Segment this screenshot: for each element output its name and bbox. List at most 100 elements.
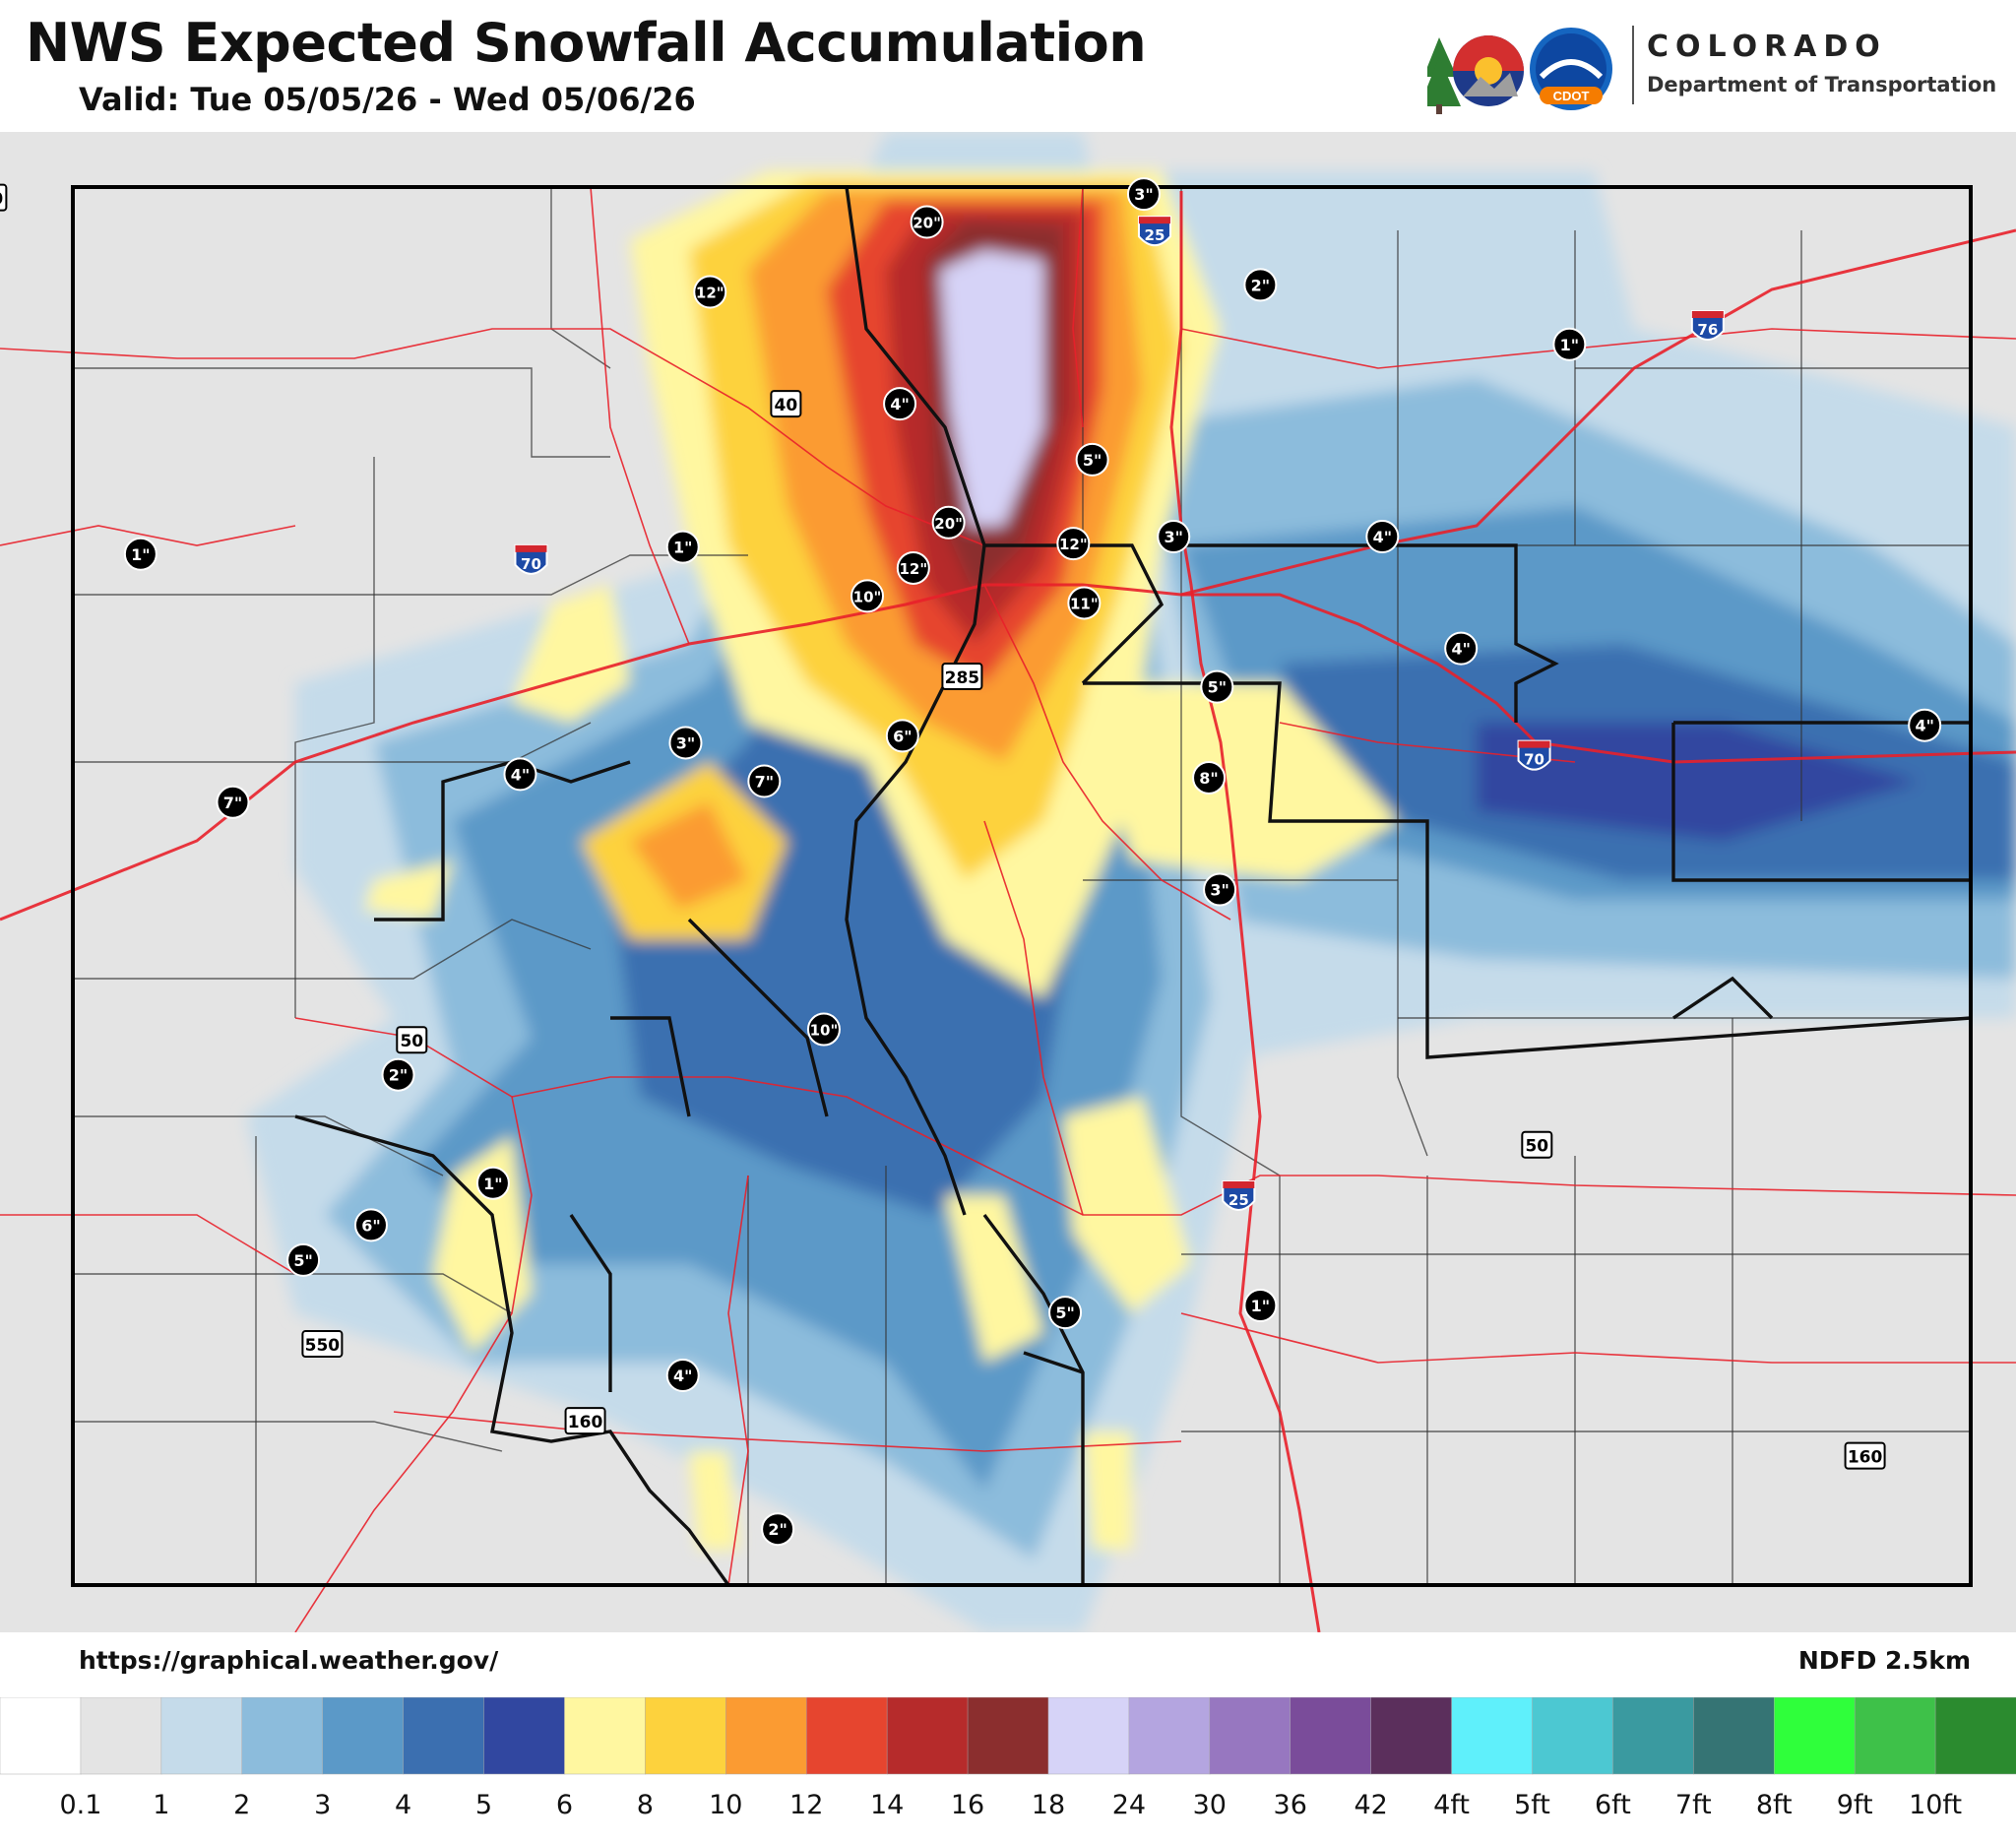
snow-amount-text: 4" [511, 765, 530, 784]
snow-field-19 [364, 860, 453, 920]
highway-shields: 40 25 76 40 70 285 70 50 25 50 550 160 160 [0, 183, 1886, 1470]
us-route-shield: 50 [1521, 1130, 1553, 1159]
legend-label: 8ft [1756, 1790, 1793, 1820]
cdot-badge-text: CDOT [1553, 89, 1590, 103]
legend-swatch [645, 1697, 727, 1775]
snow-amount-marker[interactable]: 1" [1243, 1289, 1278, 1322]
snow-amount-marker[interactable]: 6" [885, 719, 919, 753]
snow-amount-marker[interactable]: 7" [747, 764, 782, 798]
snow-amount-marker[interactable]: 20" [931, 505, 966, 540]
interstate-shield: 76 [1690, 310, 1725, 341]
legend-swatch [805, 1697, 888, 1775]
zone-line-9 [610, 1016, 691, 1117]
zone-line-12 [982, 1213, 1085, 1585]
snow-amount-marker[interactable]: 5" [1075, 442, 1109, 477]
legend-swatch [1290, 1697, 1372, 1775]
legend-label: 6ft [1595, 1790, 1631, 1820]
us-route-shield: 50 [396, 1026, 428, 1054]
snow-field-24 [689, 1451, 738, 1550]
legend-swatch [1451, 1697, 1534, 1775]
snow-amount-marker[interactable]: 1" [665, 530, 700, 564]
interstate-shield: 70 [514, 543, 548, 575]
snow-amount-text: 4" [1373, 528, 1392, 546]
shield-number: 160 [568, 1413, 603, 1432]
snow-amount-marker[interactable]: 4" [883, 387, 917, 421]
snow-amount-marker[interactable]: 6" [353, 1208, 388, 1242]
snow-amount-marker[interactable]: 4" [1908, 708, 1942, 742]
snow-amount-marker[interactable]: 8" [1192, 760, 1227, 795]
snow-amount-text: 5" [1083, 451, 1102, 470]
snow-amount-marker[interactable]: 11" [1067, 586, 1102, 620]
legend-swatch [725, 1697, 807, 1775]
snow-amount-marker[interactable]: 3" [1126, 177, 1161, 212]
shield-number: 50 [400, 1032, 423, 1051]
zone-line-3 [1162, 543, 1559, 723]
shield-number: 76 [1697, 321, 1718, 339]
snow-amount-marker[interactable]: 4" [503, 757, 537, 792]
snow-amount-marker[interactable]: 12" [693, 275, 727, 309]
snow-amount-marker[interactable]: 20" [910, 205, 944, 239]
state-border [71, 185, 1973, 1587]
snow-amount-marker[interactable]: 12" [1056, 527, 1091, 561]
us-route-shield: 160 [1844, 1441, 1886, 1470]
logo-separator [1632, 26, 1634, 104]
us-route-shield: 40 [0, 183, 8, 212]
road-13 [727, 1175, 749, 1586]
snow-field-22 [945, 1195, 1043, 1363]
snow-amount-marker[interactable]: 3" [1157, 520, 1191, 553]
legend-swatch [80, 1697, 162, 1775]
us-route-shield: 160 [564, 1407, 606, 1435]
legend-swatch [1854, 1697, 1936, 1775]
snow-amount-text: 12" [696, 285, 724, 302]
road-0 [0, 583, 2016, 922]
county-line-20 [1397, 230, 1428, 1157]
snow-amount-text: 11" [1070, 595, 1099, 612]
snow-amount-marker[interactable]: 1" [123, 537, 158, 571]
snow-amount-text: 7" [755, 773, 774, 792]
legend-label: 36 [1274, 1790, 1307, 1820]
snow-amount-text: 2" [389, 1066, 408, 1085]
legend-swatch [967, 1697, 1049, 1775]
legend-label: 8 [637, 1790, 654, 1820]
legend-label: 12 [789, 1790, 823, 1820]
snow-amount-text: 20" [913, 215, 941, 232]
snow-amount-marker[interactable]: 3" [668, 726, 703, 760]
road-5 [294, 1017, 533, 1632]
snow-amount-marker[interactable]: 2" [381, 1057, 415, 1092]
legend-label: 9ft [1837, 1790, 1873, 1820]
snow-amount-text: 4" [673, 1367, 692, 1385]
snow-amount-marker[interactable]: 12" [896, 550, 930, 585]
snow-amount-marker[interactable]: 2" [761, 1512, 795, 1547]
legend-swatch [0, 1697, 82, 1775]
legend-label: 10 [709, 1790, 742, 1820]
snow-field-16 [512, 585, 630, 723]
road-15 [1279, 722, 1576, 763]
snow-amount-marker[interactable]: 4" [665, 1359, 700, 1392]
snow-amount-marker[interactable]: 5" [286, 1242, 321, 1277]
snow-amount-marker[interactable]: 4" [1444, 631, 1479, 666]
snow-amount-marker[interactable]: 2" [1243, 268, 1278, 302]
road-10 [590, 186, 690, 645]
snow-amount-marker[interactable]: 5" [1048, 1296, 1083, 1330]
road-14 [1072, 186, 1084, 428]
snow-amount-marker[interactable]: 3" [1203, 872, 1237, 907]
road-4 [983, 584, 1231, 921]
snow-amount-marker[interactable]: 5" [1200, 669, 1234, 704]
shield-number: 550 [305, 1336, 341, 1356]
legend-swatch [1209, 1697, 1292, 1775]
snow-amount-marker[interactable]: 7" [216, 785, 250, 819]
snow-amount-marker[interactable]: 4" [1365, 520, 1400, 553]
legend-swatch [1693, 1697, 1775, 1775]
county-line-6 [73, 1421, 503, 1452]
snow-amount-marker[interactable]: 1" [475, 1166, 510, 1200]
snow-amount-text: 1" [673, 539, 692, 557]
snow-amount-marker[interactable]: 1" [1552, 327, 1587, 361]
county-line-3 [73, 919, 592, 980]
road-16 [0, 525, 296, 546]
snow-amount-text: 6" [361, 1216, 380, 1235]
snow-amount-text: 12" [1059, 536, 1088, 553]
snow-amount-marker[interactable]: 10" [806, 1012, 841, 1047]
snow-amount-marker[interactable]: 10" [850, 579, 885, 613]
shield-number: 285 [945, 668, 980, 688]
source-url[interactable]: https://graphical.weather.gov/ [79, 1646, 499, 1675]
